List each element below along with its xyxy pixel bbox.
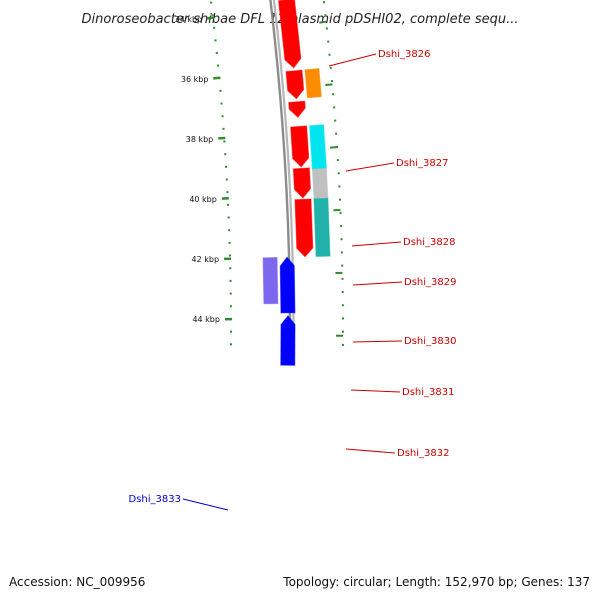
dot-mark [228,241,231,244]
genome-summary-text: Topology: circular; Length: 152,970 bp; … [282,575,590,589]
label-leader-line [350,389,401,393]
label-leader-line [328,53,377,67]
dot-mark [229,305,232,308]
dot-mark [221,115,224,118]
map-title: Dinoroseobacter shibae DFL 12 plasmid pD… [82,12,519,27]
dot-mark [228,229,231,232]
dot-mark [225,178,228,181]
dot-mark [213,26,216,29]
dot-mark [226,191,229,194]
gene-label-dshi-3833[interactable]: Dshi_3833 [129,494,181,505]
cds-arrow-forward[interactable] [294,198,314,258]
dot-mark [336,159,339,162]
dot-mark [342,330,344,333]
cog-bar[interactable] [304,68,322,99]
tick-marks: 34 kbp 36 kbp 38 kbp 40 kbp 42 kbp 44 kbp [175,15,343,337]
gene-label-dshi-3832[interactable]: Dshi_3832 [397,448,449,459]
dot-mark [327,40,330,43]
dot-mark [223,140,226,143]
dot-mark [222,127,225,130]
dot-mark [215,52,218,55]
dot-mark [322,1,325,4]
dot-mark [217,64,220,67]
label-leader-line [351,241,402,247]
cog-bar[interactable] [313,197,331,258]
dot-mark [333,106,336,109]
dot-mark [214,39,217,42]
label-leader-line [345,448,396,454]
dot-mark [211,14,214,17]
dot-mark [341,343,344,346]
cog-bar[interactable] [311,167,329,200]
dot-mark [334,119,337,122]
cds-arrow-forward[interactable] [292,167,311,199]
cog-bar[interactable] [262,256,279,305]
dot-mark [227,203,230,206]
tick-mark [206,16,215,20]
dot-mark [338,185,341,188]
gene-labels[interactable]: Dshi_3826 Dshi_3827 Dshi_3828 Dshi_3829 Dshi… [129,49,457,511]
dot-mark [230,330,232,333]
dot-mark [341,291,344,294]
dot-mark [229,267,232,270]
dot-mark [329,66,332,69]
dot-mark [328,53,331,56]
dot-mark [324,14,327,17]
label-leader-line [345,162,395,172]
tick-label: 38 kbp [186,135,214,144]
cds-arrow-reverse[interactable] [279,256,296,314]
tick-label: 34 kbp [175,15,203,24]
dot-mark [330,80,333,83]
dot-mark [229,279,232,282]
dot-mark [224,153,227,156]
cds-arrow-forward[interactable] [288,100,306,118]
dot-mark [341,277,344,280]
tick-mark [325,83,333,87]
dot-mark [337,172,340,175]
dot-mark [210,1,213,4]
tick-mark [213,76,221,80]
dot-mark [341,264,344,267]
dot-mark [340,238,343,241]
gene-label-dshi-3830[interactable]: Dshi_3830 [404,336,456,347]
dot-mark [229,343,232,346]
dot-mark [340,251,343,254]
dot-mark [341,304,344,307]
tick-label: 42 kbp [192,255,220,264]
tick-label: 36 kbp [181,75,209,84]
label-leader-line [182,498,229,511]
dot-mark [338,198,341,201]
gene-label-dshi-3828[interactable]: Dshi_3828 [403,237,455,248]
tick-label: 40 kbp [189,195,217,204]
label-leader-line [352,281,403,286]
dot-mark [219,89,222,92]
dot-mark [228,254,231,257]
gene-label-dshi-3827[interactable]: Dshi_3827 [396,158,448,169]
dot-mark [332,93,335,96]
cds-arrow-forward[interactable] [278,0,302,69]
dot-mark [325,27,328,30]
gene-features [262,0,331,366]
dot-mark [341,317,344,320]
dot-mark [225,165,228,168]
gene-label-dshi-3829[interactable]: Dshi_3829 [404,277,456,288]
cds-arrow-forward[interactable] [285,69,305,100]
dot-mark [220,102,223,105]
cds-arrow-reverse[interactable] [280,315,296,366]
label-leader-line [352,340,403,343]
tick-mark [319,20,327,24]
dot-mark [335,132,338,135]
tick-label: 44 kbp [192,315,220,324]
gene-label-dshi-3831[interactable]: Dshi_3831 [402,387,454,398]
dot-mark [339,211,342,214]
dot-mark [227,216,230,219]
cog-bar[interactable] [309,124,327,170]
dot-mark [229,292,232,295]
cds-arrow-forward[interactable] [290,125,310,168]
accession-text: Accession: NC_009956 [9,575,145,589]
gene-label-dshi-3826[interactable]: Dshi_3826 [378,49,430,60]
dot-mark [340,225,343,228]
